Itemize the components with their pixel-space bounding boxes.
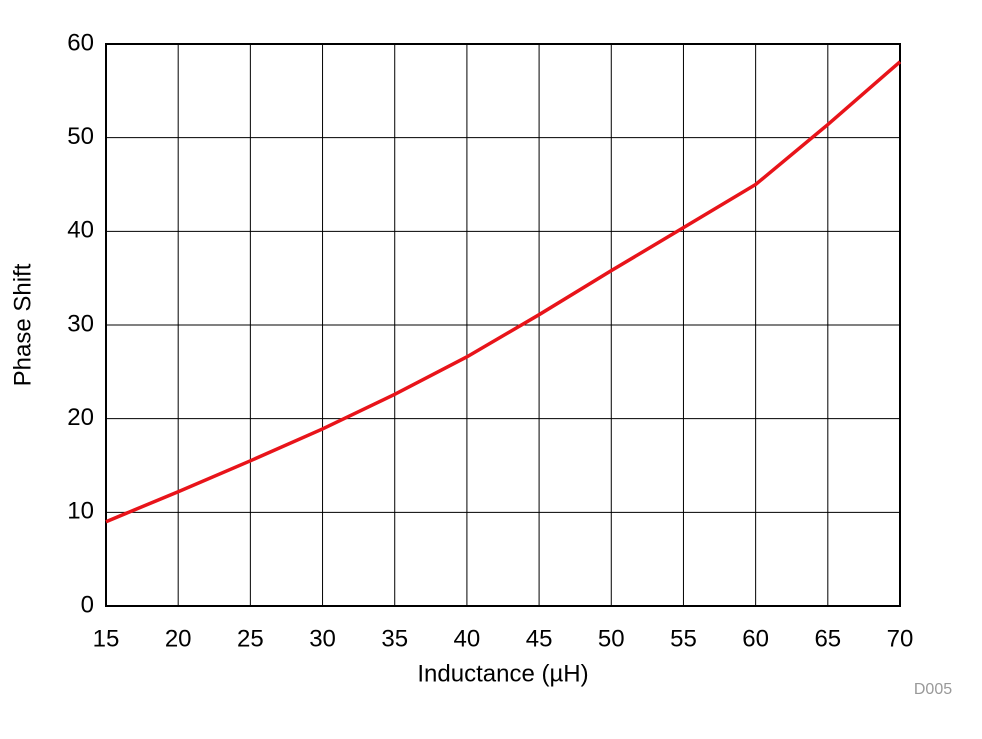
- y-tick-label: 50: [67, 123, 94, 150]
- x-tick-label: 70: [887, 625, 914, 652]
- x-tick-label: 35: [381, 625, 408, 652]
- x-tick-label: 20: [165, 625, 192, 652]
- y-axis-label: Phase Shift: [9, 263, 36, 386]
- y-tick-label: 20: [67, 404, 94, 431]
- x-tick-label: 60: [742, 625, 769, 652]
- x-tick-label: 65: [814, 625, 841, 652]
- annotation: D005: [914, 681, 952, 698]
- x-axis-label: Inductance (µH): [417, 660, 588, 687]
- y-tick-label: 0: [81, 591, 94, 618]
- x-tick-label: 30: [309, 625, 336, 652]
- x-tick-label: 40: [454, 625, 481, 652]
- y-tick-label: 60: [67, 29, 94, 56]
- x-tick-label: 50: [598, 625, 625, 652]
- y-tick-label: 40: [67, 217, 94, 244]
- y-tick-label: 30: [67, 310, 94, 337]
- x-tick-label: 55: [670, 625, 697, 652]
- plot-frame: [105, 43, 901, 607]
- x-tick-label: 15: [93, 625, 120, 652]
- x-tick-label: 45: [526, 625, 553, 652]
- y-tick-label: 10: [67, 498, 94, 525]
- data-line: [105, 60, 902, 524]
- x-tick-label: 25: [237, 625, 264, 652]
